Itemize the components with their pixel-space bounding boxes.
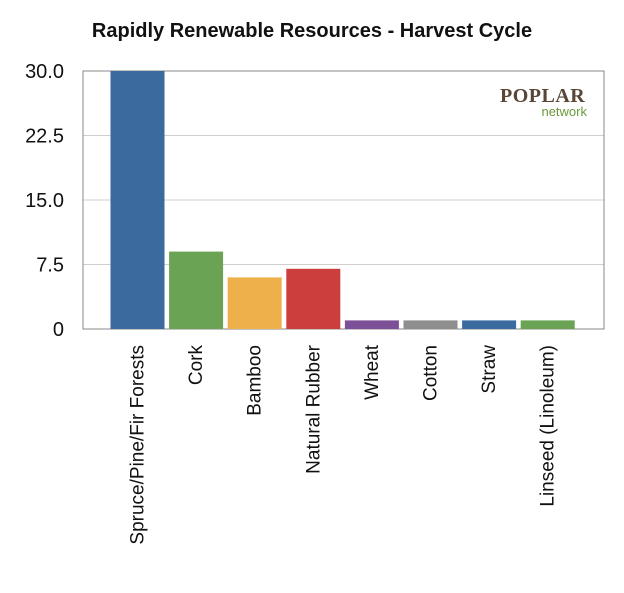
bar (227, 277, 282, 329)
bar (462, 320, 517, 329)
x-tick-label: Cotton (421, 345, 442, 401)
bar (169, 251, 224, 329)
x-tick-label: Straw (479, 345, 500, 394)
chart-title: Rapidly Renewable Resources - Harvest Cy… (91, 20, 533, 42)
plot-frame (82, 70, 605, 330)
x-tick-label: Linseed (Linoleum) (538, 345, 559, 507)
logo-sub-text: network (541, 104, 587, 119)
logo-main-text: POPLAR (500, 85, 585, 107)
y-tick-label: 22.5 (25, 126, 64, 148)
y-tick-label: 15.0 (25, 190, 64, 212)
y-tick-label: 0 (53, 319, 64, 341)
y-axis-ticks: 0 7.5 15.0 22.5 30.0 (25, 61, 64, 341)
bar (110, 71, 165, 329)
bar (286, 268, 341, 329)
bars (110, 71, 575, 329)
x-tick-label: Natural Rubber (303, 344, 324, 474)
x-tick-label: Spruce/Pine/Fir Forests (128, 345, 149, 545)
poplar-network-logo: POPLAR network (500, 85, 587, 119)
x-tick-label: Bamboo (245, 345, 266, 416)
bar (520, 320, 575, 329)
bar (344, 320, 399, 329)
x-tick-label: Wheat (362, 344, 383, 400)
y-tick-label: 30.0 (25, 61, 64, 83)
bar (403, 320, 458, 329)
y-tick-label: 7.5 (36, 255, 64, 277)
x-axis-ticks: Spruce/Pine/Fir Forests Cork Bamboo Natural… (128, 344, 559, 544)
x-tick-label: Cork (186, 345, 207, 386)
